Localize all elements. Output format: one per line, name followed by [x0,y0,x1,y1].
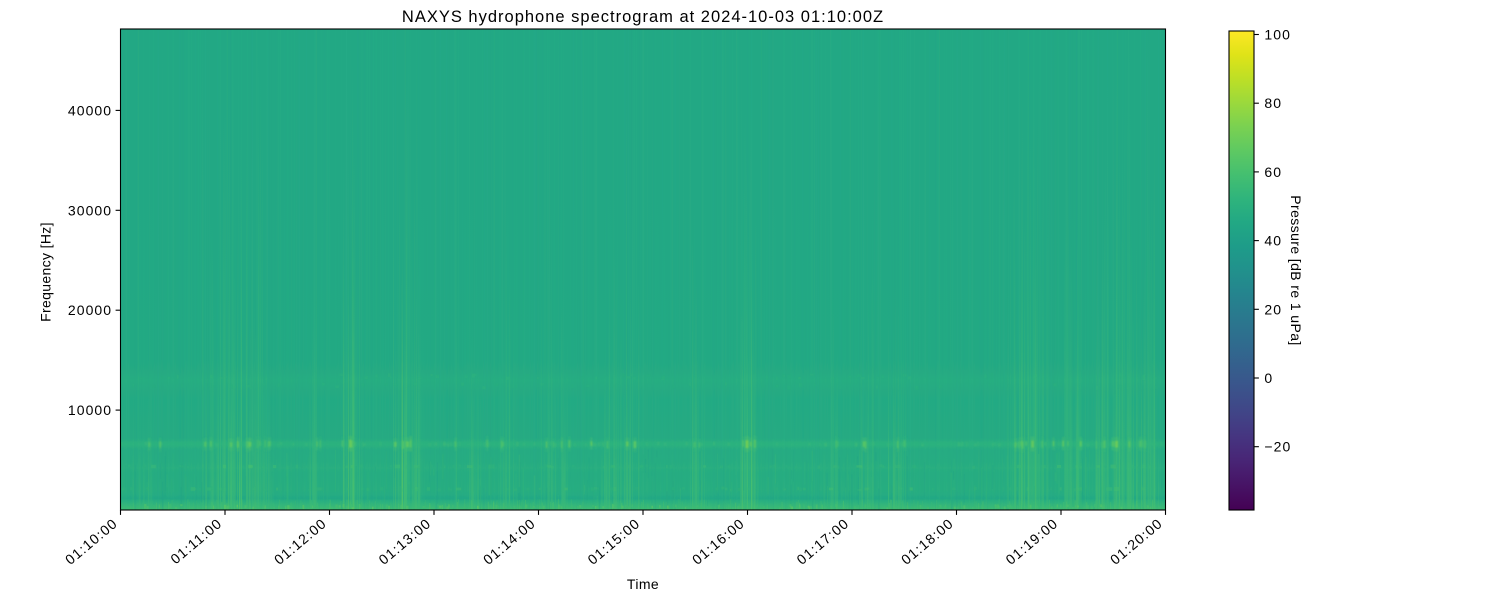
svg-text:Time: Time [627,576,659,592]
svg-text:Frequency [Hz]: Frequency [Hz] [38,222,54,322]
svg-text:0: 0 [1264,370,1273,386]
svg-text:10000: 10000 [68,402,112,418]
svg-text:Pressure [dB re 1 uPa]: Pressure [dB re 1 uPa] [1288,195,1304,345]
svg-text:20000: 20000 [68,302,112,318]
svg-text:100: 100 [1264,27,1291,43]
svg-text:80: 80 [1264,95,1282,111]
svg-text:60: 60 [1264,164,1282,180]
svg-text:−20: −20 [1264,439,1291,455]
svg-text:40: 40 [1264,233,1282,249]
svg-text:20: 20 [1264,301,1282,317]
svg-text:40000: 40000 [68,102,112,118]
svg-text:NAXYS hydrophone spectrogram a: NAXYS hydrophone spectrogram at 2024-10-… [402,8,884,26]
svg-text:30000: 30000 [68,202,112,218]
